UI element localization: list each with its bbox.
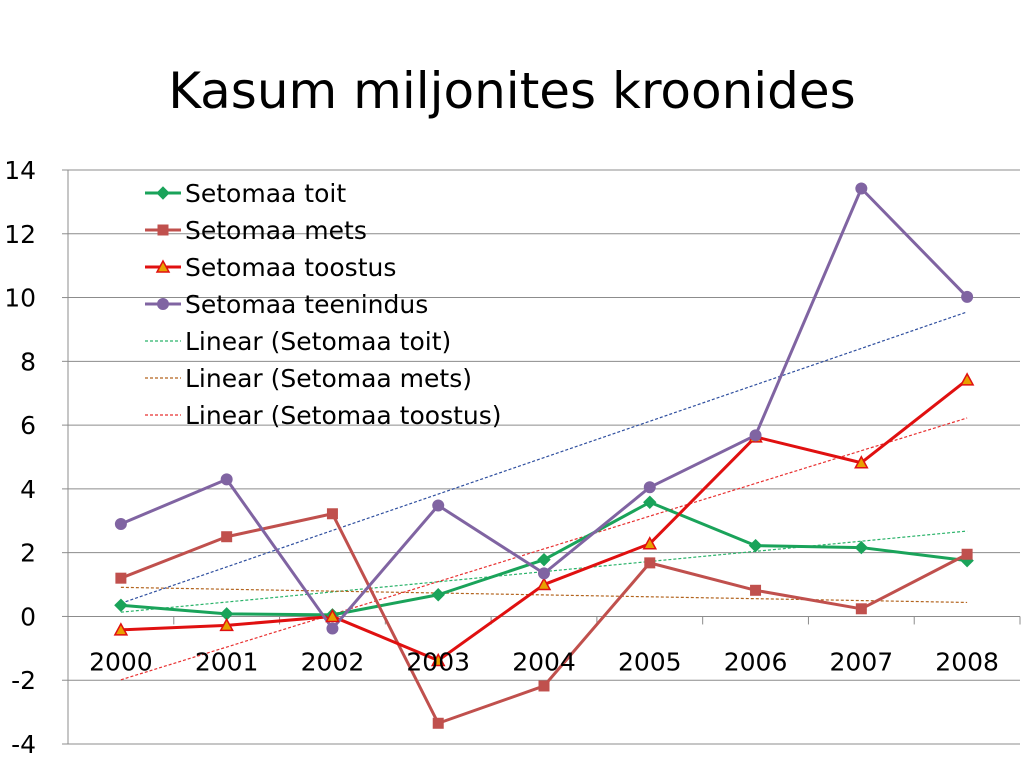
data-point — [750, 584, 762, 596]
data-point — [644, 557, 656, 569]
legend-label: Setomaa mets — [185, 216, 367, 245]
chart-title: Kasum miljonites kroonides — [168, 62, 856, 120]
data-point — [748, 538, 763, 553]
x-tick-label: 2006 — [724, 647, 788, 676]
data-point — [536, 576, 552, 591]
data-point — [430, 652, 446, 667]
data-point — [432, 717, 444, 729]
data-point — [961, 548, 973, 560]
trendline — [120, 417, 968, 681]
y-tick-label: 6 — [20, 411, 36, 440]
data-point — [538, 567, 550, 580]
data-point — [113, 622, 129, 636]
data-point — [538, 680, 550, 692]
y-tick-label: 10 — [4, 284, 36, 313]
data-point — [643, 495, 657, 509]
x-tick-label: 2003 — [406, 647, 470, 676]
y-tick-label: 0 — [20, 602, 36, 631]
legend: Setomaa toit Setomaa mets Setomaa toostus S… — [145, 179, 502, 430]
data-point — [221, 531, 233, 543]
data-point — [114, 517, 127, 530]
data-point — [325, 608, 340, 623]
data-point — [115, 572, 127, 584]
data-point — [432, 499, 445, 512]
x-tick-label: 2002 — [301, 647, 365, 676]
trendline — [120, 586, 968, 604]
data-point — [961, 290, 974, 303]
legend-marker — [157, 298, 169, 310]
legend-label: Setomaa teenindus — [185, 290, 428, 319]
legend-label: Linear (Setomaa toit) — [185, 327, 451, 356]
legend-label: Setomaa toit — [185, 179, 346, 208]
y-tick-label: 2 — [20, 539, 36, 568]
data-point — [854, 455, 869, 469]
data-point — [326, 508, 338, 520]
data-point — [537, 552, 551, 567]
x-tick-label: 2007 — [830, 647, 894, 676]
x-tick-label: 2001 — [195, 647, 259, 676]
data-point — [114, 598, 128, 612]
series-markers — [113, 182, 975, 729]
y-tick-label: 8 — [20, 347, 36, 376]
series-line — [120, 512, 968, 725]
legend-marker — [157, 224, 169, 236]
data-point — [643, 481, 656, 494]
legend-marker — [155, 259, 171, 273]
data-point — [854, 540, 869, 555]
legend-marker — [156, 186, 170, 200]
data-point — [855, 182, 868, 195]
y-tick-labels: 14 12 10 8 6 4 2 0 -2 -4 — [4, 156, 36, 759]
legend-label: Linear (Setomaa mets) — [185, 364, 472, 393]
trendline — [120, 311, 968, 604]
y-tick-label: 14 — [4, 156, 36, 185]
data-point — [642, 536, 658, 550]
x-tick-label: 2004 — [512, 647, 576, 676]
data-point — [326, 622, 339, 635]
y-tick-label: -4 — [11, 730, 36, 759]
data-point — [219, 617, 234, 632]
x-tick-label: 2005 — [618, 647, 682, 676]
data-point — [855, 603, 867, 615]
x-tick-label: 2000 — [89, 647, 153, 676]
data-point — [749, 429, 762, 442]
y-tick-label: 12 — [4, 220, 36, 249]
data-point — [220, 473, 233, 486]
x-tick-labels: 2000 2001 2002 2003 2004 2005 2006 2007 2008 — [89, 647, 999, 676]
x-tick-label: 2008 — [935, 647, 999, 676]
data-point — [431, 588, 445, 602]
y-tick-label: -2 — [11, 666, 36, 695]
legend-label: Setomaa toostus — [185, 253, 396, 282]
y-tick-label: 4 — [20, 475, 36, 504]
legend-label: Linear (Setomaa toostus) — [185, 401, 502, 430]
data-point — [959, 372, 975, 386]
